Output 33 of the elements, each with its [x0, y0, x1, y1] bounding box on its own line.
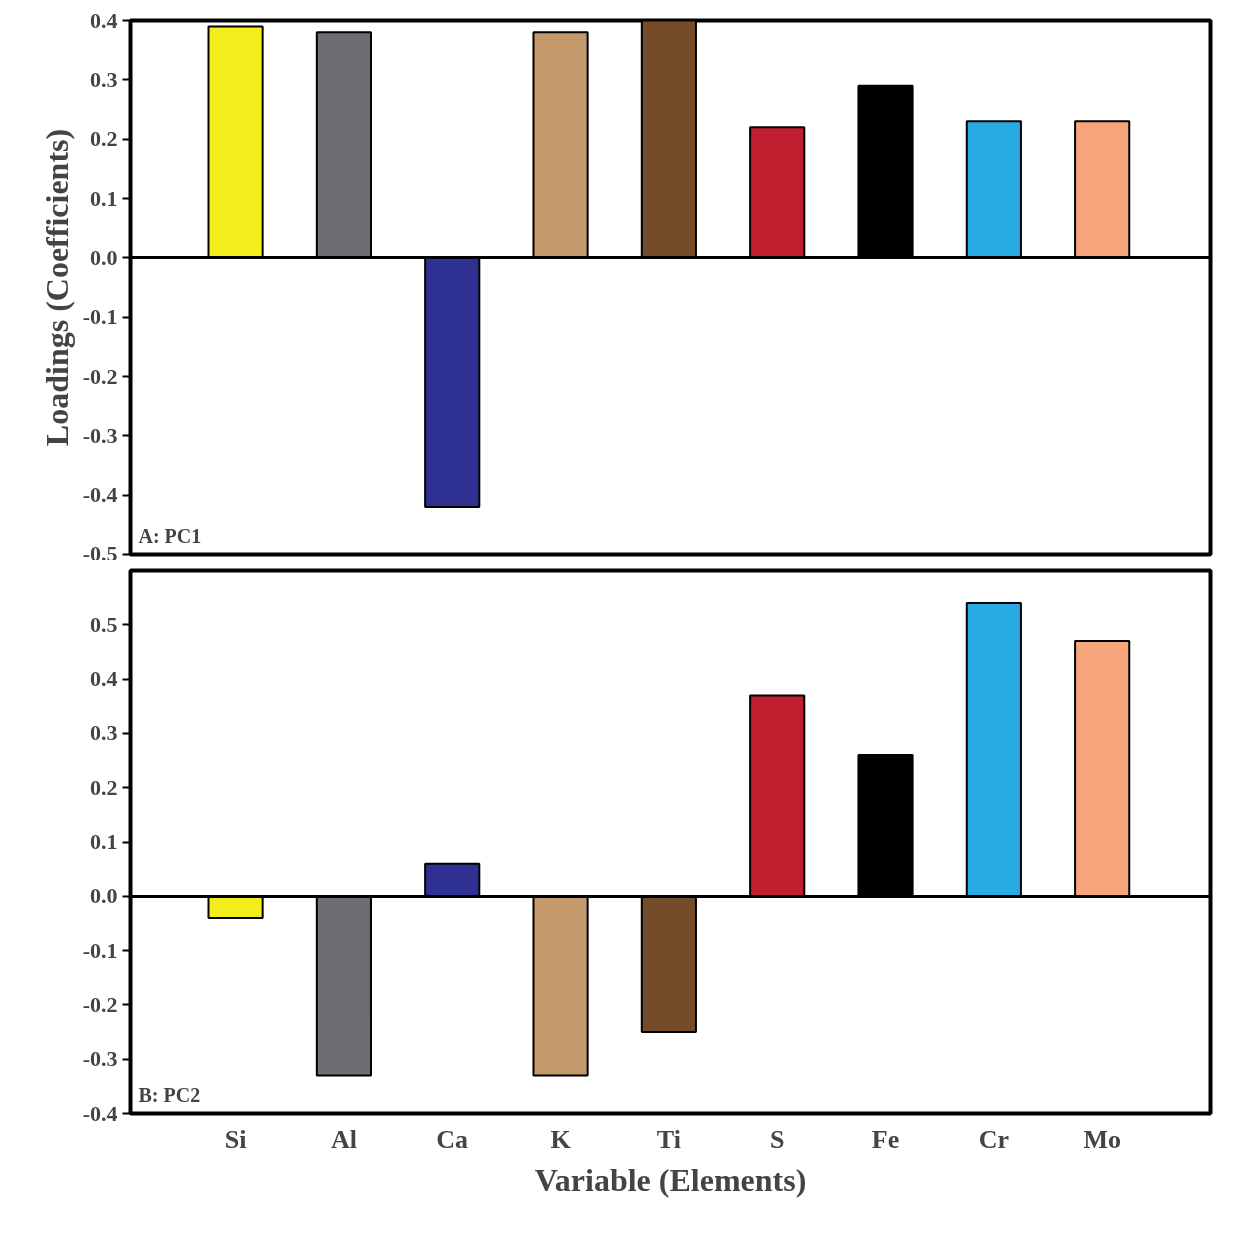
y-tick-label: -0.4: [82, 1100, 118, 1126]
y-tick-label: -0.4: [82, 482, 118, 508]
y-tick-label: 0.2: [90, 774, 118, 800]
y-tick-label: -0.2: [82, 363, 118, 389]
x-tick-label: S: [769, 1124, 785, 1154]
y-axis-title: Loadings (Coefficients): [38, 128, 75, 447]
x-tick-label: K: [550, 1124, 572, 1154]
x-tick-label: Si: [224, 1124, 247, 1154]
y-tick-label: -0.2: [82, 991, 118, 1017]
y-tick-label: -0.5: [82, 540, 118, 566]
x-tick-label: Ti: [656, 1124, 681, 1154]
x-tick-label: Cr: [978, 1124, 1010, 1154]
y-tick-label: 0.0: [90, 244, 118, 270]
y-tick-label: -0.3: [82, 1046, 118, 1072]
x-tick-label: Mo: [1083, 1124, 1121, 1154]
y-tick-label: 0.1: [90, 829, 118, 854]
x-tick-label: Fe: [871, 1124, 900, 1154]
annotation: A: PC1: [138, 524, 202, 547]
annotation: B: PC2: [138, 1083, 201, 1106]
x-tick-label: Al: [330, 1124, 357, 1154]
y-tick-label: 0.3: [90, 720, 118, 746]
y-tick-label: 0.3: [90, 66, 118, 92]
x-axis-title: Variable (Elements): [534, 1161, 807, 1198]
y-tick-label: 0.4: [90, 7, 118, 33]
y-tick-label: 0.2: [90, 126, 118, 152]
y-tick-label: -0.3: [82, 422, 118, 448]
y-tick-label: 0.1: [90, 185, 118, 211]
y-tick-label: 0.0: [90, 883, 118, 909]
y-tick-label: -0.1: [82, 937, 118, 963]
x-tick-label: Ca: [436, 1124, 469, 1154]
y-tick-label: 0.5: [90, 611, 118, 637]
y-tick-label: -0.1: [82, 304, 118, 330]
y-tick-label: 0.4: [90, 666, 118, 692]
